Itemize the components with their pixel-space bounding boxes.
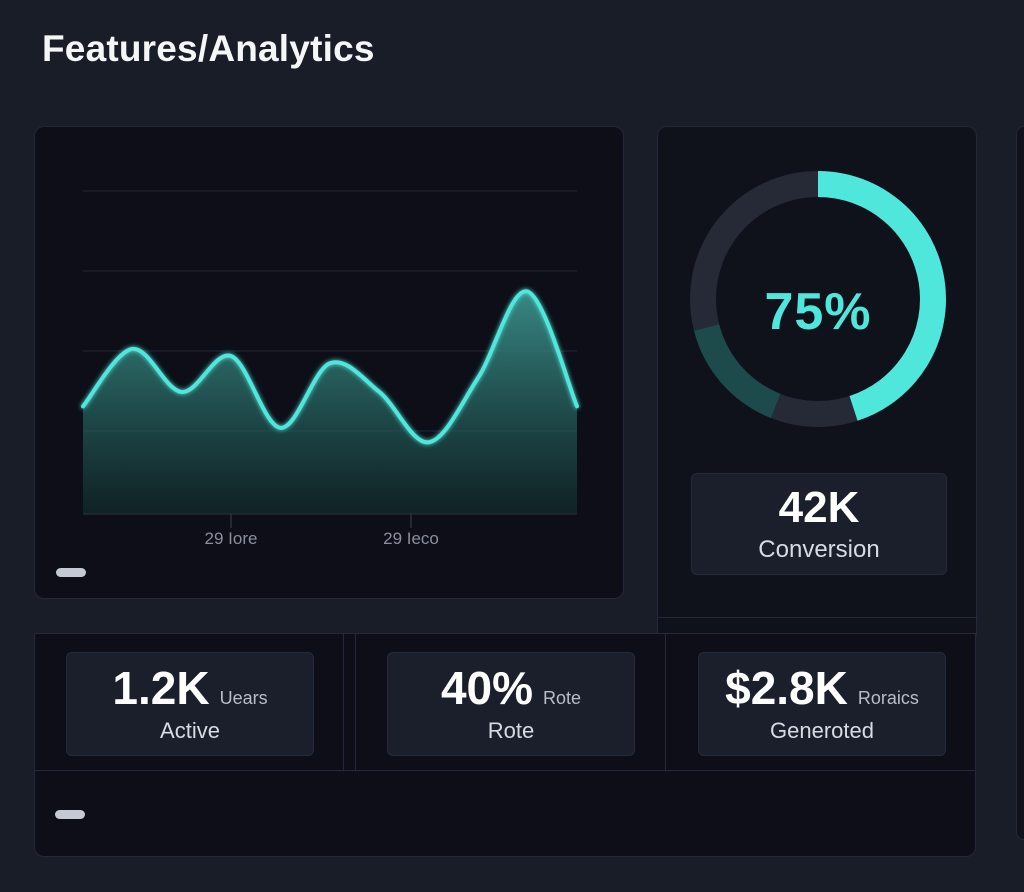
chart-pager-indicator[interactable] [56,568,86,577]
conversion-stat: 42K Conversion [691,473,947,575]
conversion-value: 42K [778,482,860,532]
gauge-card: 75% 42K Conversion [657,126,978,636]
ring-secondary-arc [694,324,781,419]
stat-value: $2.8K [725,661,848,714]
gauge-value-wrap: 75% [688,282,948,342]
area-fill [83,291,577,514]
divider [355,634,356,770]
stat-card-generated: $2.8K Roraics Generoted [698,652,946,756]
area-chart: 29 Iore 29 Ieco [81,190,579,548]
stat-unit: Roraics [857,687,919,708]
page-title: Features/Analytics [42,28,375,69]
stat-label: Active [160,718,220,744]
stat-unit: Uears [219,687,268,708]
series-line [81,289,579,445]
conversion-label: Conversion [758,536,880,564]
divider [343,634,344,770]
stat-label: Rote [487,718,535,744]
progress-ring [690,171,946,427]
divider [665,634,666,770]
next-panel-edge [1016,126,1024,840]
stat-value: 1.2K [112,661,210,714]
stat-value: 40% [440,661,534,714]
stat-label: Generoted [770,718,874,744]
divider [35,770,975,771]
area-chart-card: 29 Iore 29 Ieco [34,126,624,599]
stats-panel: 1.2K Uears Active 40% Rote Rote $2.8K Ro… [34,633,976,857]
stat-unit: Rote [543,687,582,708]
x-tick-label: 29 Iore [205,529,258,548]
ring-progress-arc [817,171,946,421]
gauge-value: 75% [764,283,872,341]
divider [658,617,978,618]
x-tick-label: 29 Ieco [383,529,439,548]
stats-pager-indicator[interactable] [55,810,85,819]
stat-card-rate: 40% Rote Rote [387,652,635,756]
stat-card-active: 1.2K Uears Active [66,652,314,756]
